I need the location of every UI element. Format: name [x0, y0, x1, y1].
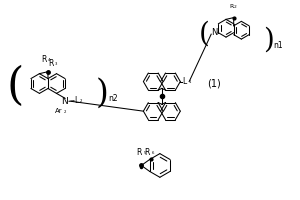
- Text: ): ): [96, 77, 109, 109]
- Text: R: R: [41, 55, 47, 64]
- Text: N: N: [211, 28, 217, 37]
- Text: $_{4}$: $_{4}$: [47, 57, 52, 64]
- Text: n2: n2: [109, 94, 118, 103]
- Text: n1: n1: [273, 41, 283, 50]
- Text: Ar: Ar: [56, 108, 63, 114]
- Text: $_{5}$: $_{5}$: [143, 150, 147, 157]
- Text: (: (: [6, 65, 23, 108]
- Text: L: L: [182, 77, 186, 86]
- Text: $_{3}$: $_{3}$: [54, 61, 58, 68]
- Text: R: R: [145, 148, 150, 157]
- Text: $_{1}$: $_{1}$: [188, 79, 192, 86]
- Text: $_{6}$: $_{6}$: [151, 150, 155, 157]
- Text: R: R: [137, 148, 142, 157]
- Text: N: N: [61, 97, 68, 106]
- Text: $_{2}$: $_{2}$: [80, 98, 84, 105]
- Text: (1): (1): [207, 79, 221, 89]
- Text: L: L: [74, 96, 78, 105]
- Text: ): ): [263, 27, 274, 54]
- Text: R: R: [48, 59, 54, 68]
- Text: (: (: [199, 21, 210, 48]
- Text: $_{2}$: $_{2}$: [63, 109, 67, 116]
- Text: R$_{2}$: R$_{2}$: [229, 2, 238, 11]
